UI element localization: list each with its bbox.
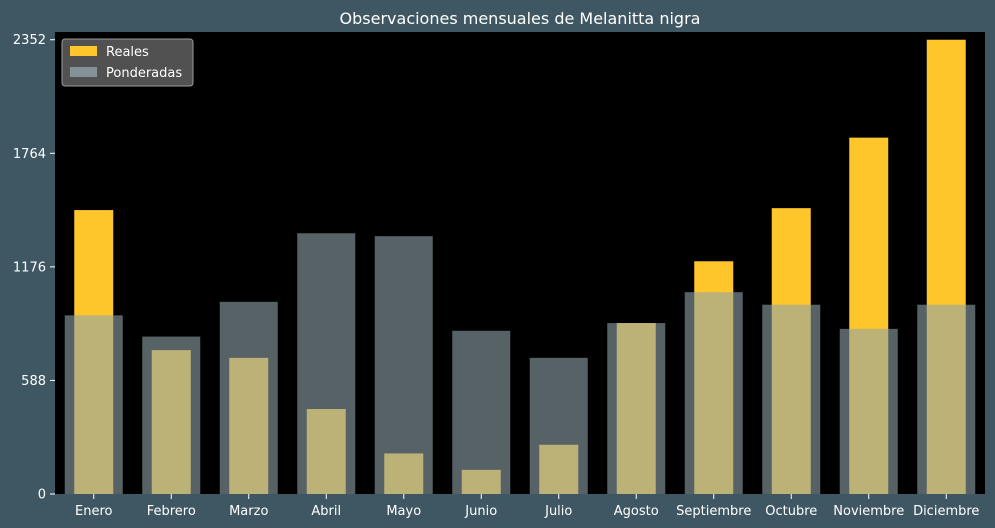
x-tick-label: Enero <box>75 504 113 519</box>
x-tick-label: Junio <box>464 504 497 519</box>
legend-label: Reales <box>106 45 149 60</box>
x-tick-label: Abril <box>311 504 341 519</box>
bar-ponderadas <box>374 236 433 494</box>
bar-ponderadas <box>142 336 201 494</box>
x-tick-label: Julio <box>544 504 572 519</box>
bar-ponderadas <box>762 304 821 494</box>
x-tick-label: Septiembre <box>676 504 751 519</box>
legend-swatch <box>70 46 97 56</box>
x-tick-label: Agosto <box>614 504 659 519</box>
bars <box>64 39 976 494</box>
bar-ponderadas <box>839 328 898 494</box>
bar-ponderadas <box>607 323 666 494</box>
x-tick-label: Octubre <box>765 504 817 519</box>
legend: Reales Ponderadas <box>61 38 194 87</box>
chart-title: Observaciones mensuales de Melanitta nig… <box>340 9 701 28</box>
x-tick-label: Noviembre <box>833 504 904 519</box>
axis-ticks: 0 588 1176 1764 2352 Enero Febrero Marzo Abril Ma… <box>13 33 980 519</box>
y-tick-label: 1764 <box>13 147 46 162</box>
x-tick-label: Diciembre <box>913 504 979 519</box>
plot-area <box>55 32 985 494</box>
x-tick-label: Marzo <box>229 504 268 519</box>
bar-ponderadas <box>64 315 123 494</box>
y-tick-label: 588 <box>21 374 46 389</box>
y-tick-label: 2352 <box>13 33 46 48</box>
legend-label: Ponderadas <box>106 66 182 81</box>
y-tick-label: 0 <box>38 488 46 503</box>
bar-ponderadas <box>297 233 356 494</box>
legend-swatch <box>70 67 97 77</box>
bar-ponderadas <box>529 357 588 494</box>
y-tick-label: 1176 <box>13 260 46 275</box>
bar-ponderadas <box>219 301 278 494</box>
bar-ponderadas <box>684 292 743 494</box>
x-tick-label: Febrero <box>147 504 196 519</box>
x-tick-label: Mayo <box>386 504 421 519</box>
bar-ponderadas <box>452 330 511 494</box>
bar-ponderadas <box>917 304 976 494</box>
